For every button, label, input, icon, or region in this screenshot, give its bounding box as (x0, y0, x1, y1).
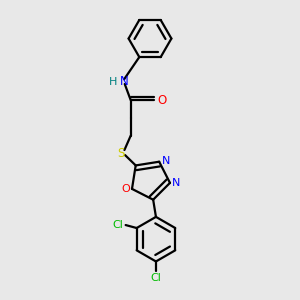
Text: Cl: Cl (112, 220, 123, 230)
Text: O: O (157, 94, 167, 106)
Text: Cl: Cl (151, 273, 161, 283)
Text: O: O (121, 184, 130, 194)
Text: N: N (161, 155, 170, 166)
Text: H: H (109, 76, 118, 87)
Text: N: N (172, 178, 181, 188)
Text: N: N (120, 75, 128, 88)
Text: S: S (117, 147, 124, 160)
